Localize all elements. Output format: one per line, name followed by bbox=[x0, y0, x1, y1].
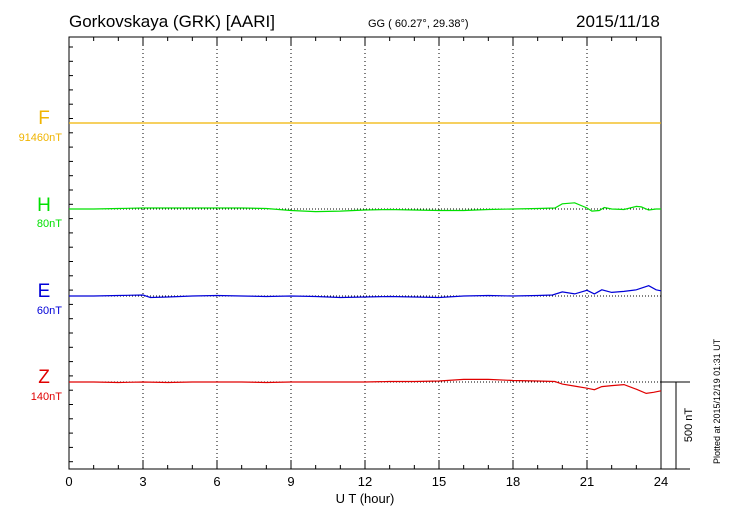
x-tick-label: 9 bbox=[287, 474, 294, 489]
date-label: 2015/11/18 bbox=[576, 12, 660, 31]
station-title: Gorkovskaya (GRK) [AARI] bbox=[69, 12, 275, 31]
x-tick-label: 15 bbox=[432, 474, 446, 489]
channel-trace-e bbox=[69, 285, 662, 299]
x-tick-label: 0 bbox=[65, 474, 72, 489]
x-tick-label: 18 bbox=[506, 474, 520, 489]
channel-label-h: H bbox=[37, 195, 51, 216]
x-tick-label: 3 bbox=[139, 474, 146, 489]
channel-label-e: E bbox=[38, 281, 51, 302]
channel-scale-e: 60nT bbox=[37, 305, 62, 317]
x-tick-label: 21 bbox=[580, 474, 594, 489]
channel-label-f: F bbox=[38, 108, 50, 129]
channel-trace-h bbox=[69, 202, 661, 213]
x-tick-label: 24 bbox=[654, 474, 668, 489]
coordinates-label: GG ( 60.27°, 29.38°) bbox=[368, 18, 469, 30]
channel-trace-z bbox=[69, 378, 662, 395]
channel-scale-h: 80nT bbox=[37, 218, 62, 230]
plotted-timestamp: Plotted at 2015/12/19 01:31 UT bbox=[712, 338, 722, 464]
x-tick-label: 12 bbox=[358, 474, 372, 489]
channel-scale-z: 140nT bbox=[31, 391, 62, 403]
scale-bar-label: 500 nT bbox=[683, 408, 695, 443]
channel-scale-f: 91460nT bbox=[19, 132, 63, 144]
x-tick-label: 6 bbox=[213, 474, 220, 489]
channel-label-z: Z bbox=[38, 367, 50, 388]
x-axis-label: U T (hour) bbox=[336, 491, 395, 506]
